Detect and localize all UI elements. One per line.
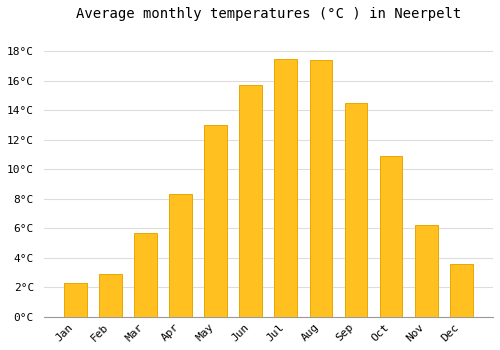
Bar	[64, 283, 87, 317]
Bar	[134, 233, 157, 317]
Bar	[240, 85, 262, 317]
Bar	[415, 225, 438, 317]
Title: Average monthly temperatures (°C ) in Neerpelt: Average monthly temperatures (°C ) in Ne…	[76, 7, 461, 21]
Bar	[99, 274, 122, 317]
Bar	[380, 156, 402, 317]
Bar	[310, 60, 332, 317]
Bar	[274, 58, 297, 317]
Bar	[170, 194, 192, 317]
Bar	[450, 264, 472, 317]
Bar	[204, 125, 227, 317]
Bar	[344, 103, 368, 317]
